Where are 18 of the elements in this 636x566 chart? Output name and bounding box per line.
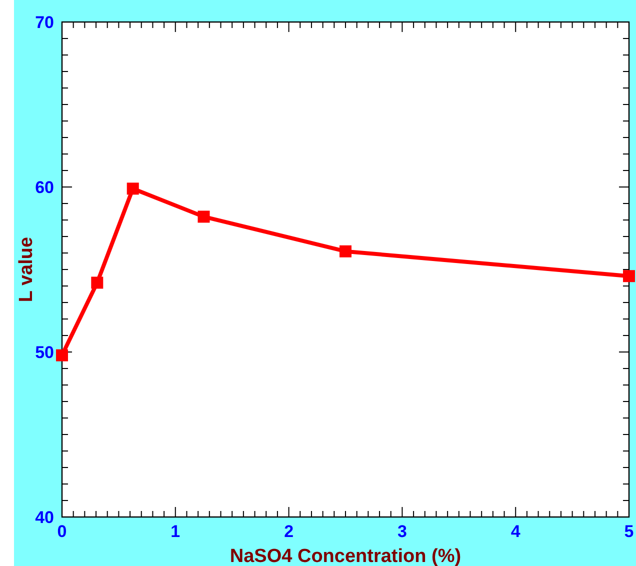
- point: [340, 245, 352, 258]
- y-tick-label: 40: [35, 508, 54, 527]
- point: [198, 210, 210, 223]
- x-tick-label: 5: [624, 522, 634, 541]
- x-tick-label: 2: [284, 522, 294, 541]
- x-tick-label: 0: [57, 522, 67, 541]
- x-axis-title: NaSO4 Concentration (%): [230, 546, 462, 566]
- x-tick-label: 4: [510, 522, 521, 541]
- point: [623, 270, 635, 282]
- point: [56, 349, 68, 362]
- point: [126, 182, 139, 195]
- y-tick-label: 50: [35, 343, 54, 362]
- y-axis-title: L value: [16, 236, 37, 302]
- point: [91, 276, 104, 289]
- y-tick-label: 60: [35, 178, 54, 197]
- x-tick-label: 3: [397, 522, 407, 541]
- y-tick-label: 70: [35, 13, 54, 32]
- x-tick-label: 1: [170, 522, 180, 541]
